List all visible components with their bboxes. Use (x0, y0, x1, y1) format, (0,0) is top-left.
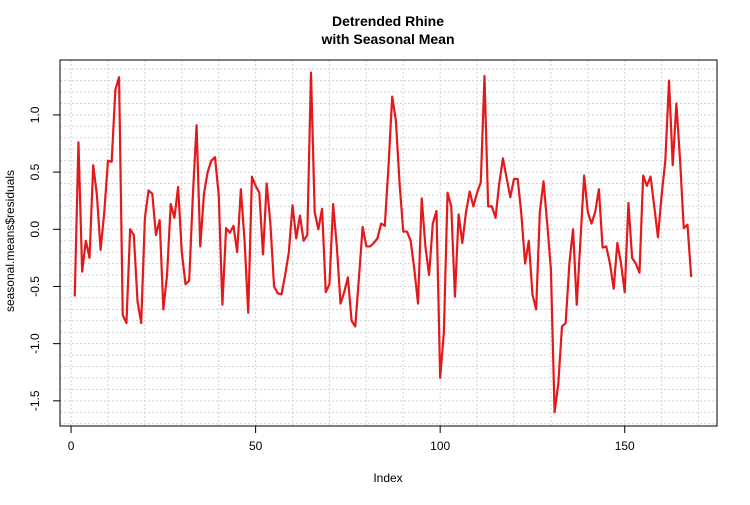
series-layer (73, 71, 693, 414)
axes: 0 50 100 150 -1.5 -1.0 -0.5 0.0 0.5 1.0 (28, 106, 635, 453)
y-tick-label: 0.0 (28, 221, 42, 238)
y-tick-label: 0.5 (28, 163, 42, 180)
y-tick-label: -0.5 (28, 276, 42, 297)
x-tick-label: 100 (430, 439, 450, 453)
chart-subtitle: with Seasonal Mean (320, 31, 454, 47)
x-tick-label: 0 (68, 439, 75, 453)
series-line (73, 71, 693, 414)
y-tick-label: 1.0 (28, 106, 42, 123)
y-tick-label: -1.0 (28, 333, 42, 354)
y-axis-label: seasonal.means$residuals (3, 170, 17, 312)
chart-title: Detrended Rhine (332, 13, 444, 29)
y-tick-label: -1.5 (28, 390, 42, 411)
x-axis-label: Index (373, 471, 402, 485)
plot-frame (59, 59, 718, 427)
x-tick-label: 150 (615, 439, 635, 453)
x-tick-label: 50 (249, 439, 263, 453)
